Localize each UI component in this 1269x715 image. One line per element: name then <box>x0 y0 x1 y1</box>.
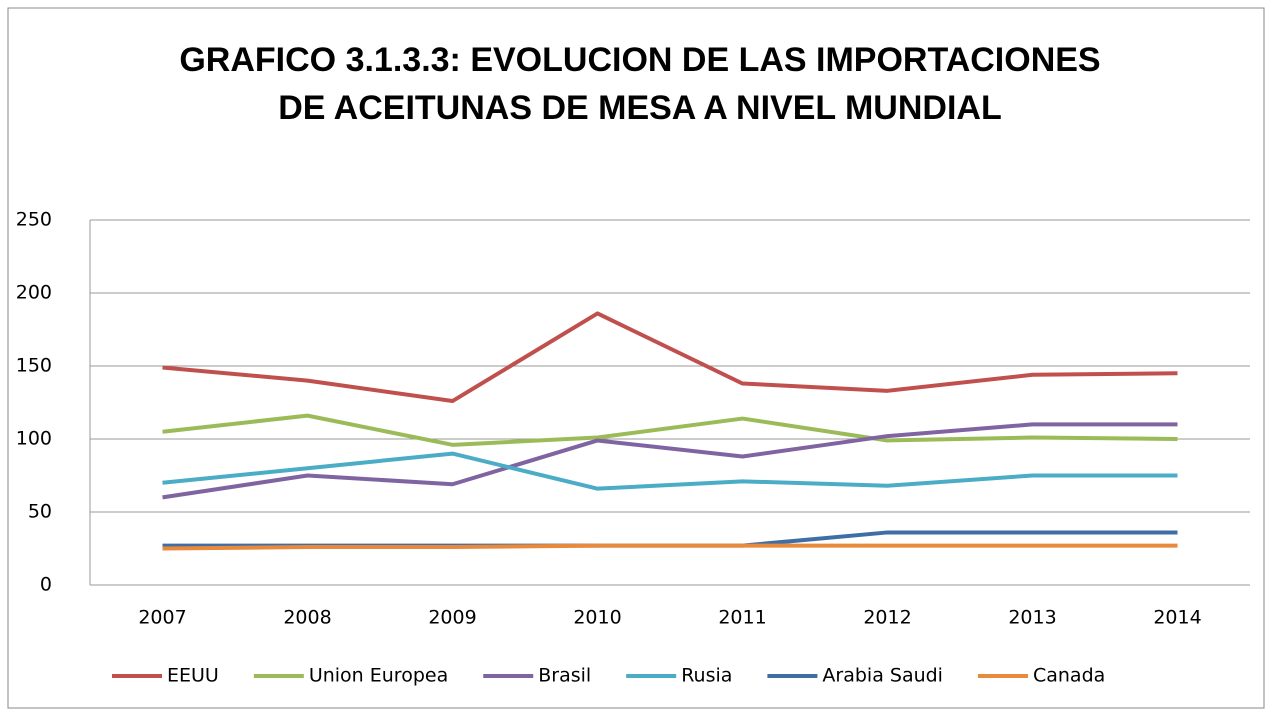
legend-label: Canada <box>1033 665 1105 687</box>
series-line <box>162 311 1178 404</box>
legend-label: Brasil <box>538 665 591 687</box>
x-tick-label: 2013 <box>1008 607 1056 629</box>
x-tick-label: 2010 <box>573 607 621 629</box>
x-tick-label: 2012 <box>863 607 911 629</box>
y-tick-label: 100 <box>16 428 52 450</box>
x-tick-label: 2009 <box>428 607 476 629</box>
x-tick-label: 2011 <box>718 607 766 629</box>
series-line <box>162 543 1178 551</box>
series-line <box>162 422 1178 500</box>
x-tick-label: 2014 <box>1153 607 1201 629</box>
chart-title: GRAFICO 3.1.3.3: EVOLUCION DE LAS IMPORT… <box>179 41 1100 79</box>
x-tick-label: 2007 <box>138 607 186 629</box>
y-tick-label: 200 <box>16 282 52 304</box>
y-tick-label: 0 <box>40 574 52 596</box>
legend-label: EEUU <box>167 665 219 687</box>
chart-border <box>7 7 1265 709</box>
legend-label: Rusia <box>681 665 732 687</box>
chart-title: DE ACEITUNAS DE MESA A NIVEL MUNDIAL <box>278 89 1001 127</box>
y-tick-label: 50 <box>28 501 52 523</box>
y-tick-label: 150 <box>16 355 52 377</box>
series-line <box>162 413 1178 447</box>
x-tick-label: 2008 <box>283 607 331 629</box>
series-line <box>162 451 1178 491</box>
legend-label: Arabia Saudi <box>822 665 943 687</box>
legend-label: Union Europea <box>309 665 448 687</box>
y-tick-label: 250 <box>16 209 52 231</box>
